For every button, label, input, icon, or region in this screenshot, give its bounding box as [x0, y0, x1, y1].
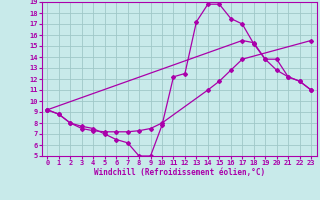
X-axis label: Windchill (Refroidissement éolien,°C): Windchill (Refroidissement éolien,°C) — [94, 168, 265, 177]
